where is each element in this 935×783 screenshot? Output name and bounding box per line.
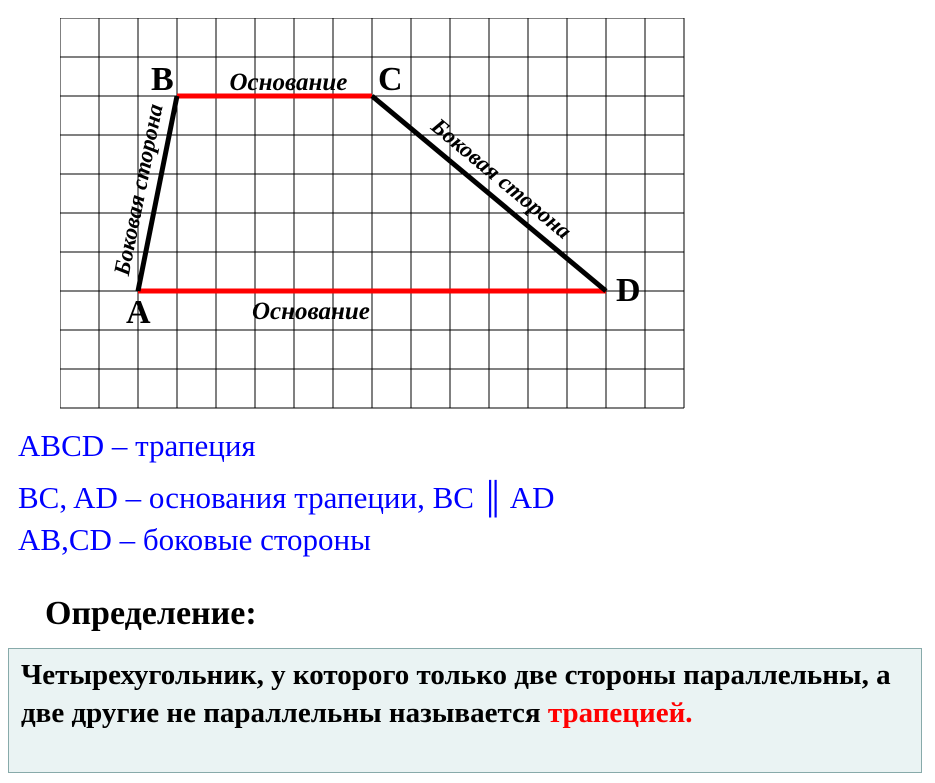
desc-line-2: BC, AD – основания трапеции, BC ║ AD: [18, 477, 918, 519]
definition-heading: Определение:: [45, 595, 257, 633]
definition-body: Четырехугольник, у которого только две с…: [21, 659, 891, 729]
vertex-label-A: A: [126, 294, 151, 331]
description-block: ABCD – трапеция BC, AD – основания трапе…: [18, 425, 918, 561]
trapezoid-diagram: ABCDОснованиеОснованиеБоковая сторонаБок…: [60, 18, 685, 418]
definition-box: Четырехугольник, у которого только две с…: [8, 648, 922, 773]
vertex-label-D: D: [616, 272, 641, 309]
desc-line-3: AB,CD – боковые стороны: [18, 519, 918, 561]
definition-accent: трапецией.: [548, 697, 693, 729]
definition-text: Четырехугольник, у которого только две с…: [21, 657, 909, 732]
vertex-label-C: C: [378, 61, 403, 98]
label-base-bottom: Основание: [252, 298, 370, 325]
desc-line-1: ABCD – трапеция: [18, 425, 918, 467]
vertex-label-B: B: [151, 61, 174, 98]
page: ABCDОснованиеОснованиеБоковая сторонаБок…: [0, 0, 935, 783]
label-side-right: Боковая сторона: [426, 113, 577, 244]
label-base-top: Основание: [230, 69, 348, 96]
diagram-svg: ABCDОснованиеОснованиеБоковая сторонаБок…: [60, 18, 685, 418]
